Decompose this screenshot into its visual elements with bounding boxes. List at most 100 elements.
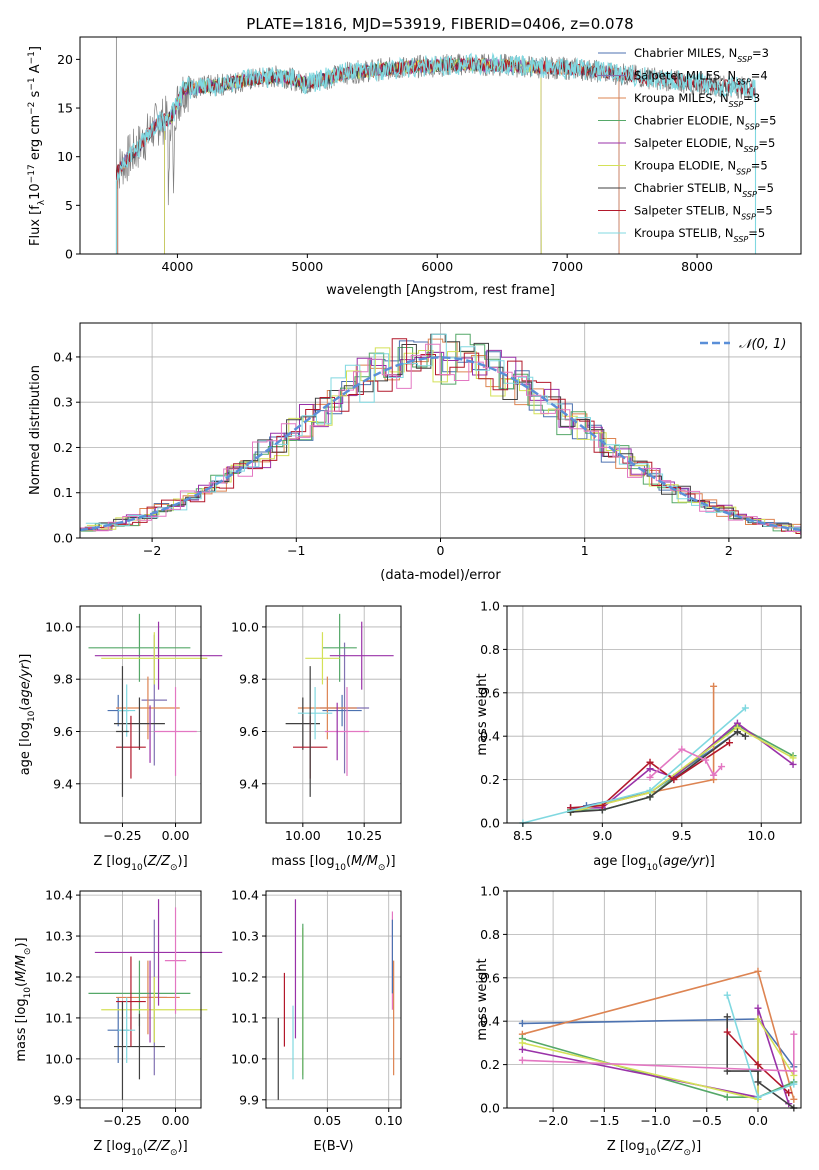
- mass-weight-marker: [646, 786, 654, 794]
- axes-frame: [79, 605, 202, 824]
- axes-frame: [265, 890, 402, 1109]
- y-tick-label: 0.3: [53, 395, 73, 410]
- y-tick-label: 10.4: [231, 888, 259, 903]
- mass-weight-line-7: [522, 707, 746, 824]
- spectrum-panel: 4000 5000 6000 7000 8000 0 5 10 15 20 Chabrier MIL…: [27, 36, 802, 298]
- x-axis-label: mass [log10(M/M⊙)]: [271, 854, 395, 873]
- mass-vs-extinction-panel: 0.05 0.10 9.9 10.0 10.1 10.2 10.3 10.4 E(B-V): [231, 888, 403, 1154]
- legend-label-kroupa-stelib: Kroupa STELIB, NSSP=5: [634, 226, 765, 244]
- mass-weight-marker: [741, 704, 749, 712]
- axes-frame: [506, 605, 802, 824]
- mass-weight-marker: [790, 1030, 798, 1038]
- y-tick-label: 1.0: [480, 884, 500, 899]
- y-axis-label: mass weight: [475, 673, 490, 755]
- x-tick-label: 6000: [421, 259, 453, 274]
- y-tick-label: 9.9: [239, 1092, 259, 1107]
- y-tick-label: 0.4: [480, 1014, 500, 1029]
- x-tick-label: −0.5: [692, 1113, 722, 1128]
- mass-weight-marker: [725, 739, 733, 747]
- model-spectrum-kroupa-stelib-line: [115, 52, 757, 254]
- mass-weight-marker: [702, 756, 710, 764]
- x-axis-label: Z [log10(Z/Z⊙)]: [93, 1139, 187, 1158]
- x-tick-label: 0.0: [748, 1113, 768, 1128]
- y-tick-label: 5: [65, 198, 73, 213]
- x-axis-label: Z [log10(Z/Z⊙)]: [607, 1139, 701, 1158]
- x-tick-label: 5000: [291, 259, 323, 274]
- x-tick-label: 0: [437, 543, 445, 558]
- mass-weight-marker: [723, 1013, 731, 1021]
- y-tick-label: 9.8: [53, 672, 73, 687]
- y-tick-label: 15: [57, 101, 73, 116]
- y-tick-label: 1.0: [480, 599, 500, 614]
- x-axis-label: wavelength [Angstrom, rest frame]: [326, 283, 555, 298]
- mass-weight-marker: [754, 1093, 762, 1101]
- y-tick-label: 9.4: [239, 776, 259, 791]
- mass-weight-marker: [718, 763, 726, 771]
- x-tick-label: 10.00: [285, 828, 321, 843]
- mass-weight-vs-metallicity-panel: −2.0 −1.5 −1.0 −0.5 0.0 0.0 0.2 0.4 0.6 0.8 1.0 Z […: [475, 884, 802, 1158]
- y-tick-label: 10.3: [231, 929, 259, 944]
- legend-label-gaussian: 𝒩(0, 1): [739, 337, 786, 352]
- mass-weight-marker: [790, 1067, 798, 1075]
- x-tick-label: 2: [725, 543, 733, 558]
- mass-weight-marker: [646, 793, 654, 801]
- y-tick-label: 0.1: [53, 485, 73, 500]
- x-tick-label: −0.25: [103, 1113, 141, 1128]
- mass-weight-marker: [518, 1056, 526, 1064]
- mass-vs-metallicity-panel: −0.25 0.00 9.9 10.0 10.1 10.2 10.3 10.4 Z [log10…: [14, 888, 223, 1158]
- mass-weight-marker: [754, 967, 762, 975]
- legend-label-chabrier-stelib: Chabrier STELIB, NSSP=5: [634, 181, 774, 199]
- mass-weight-marker: [733, 728, 741, 736]
- x-tick-label: 4000: [162, 259, 194, 274]
- mass-weight-marker: [754, 1004, 762, 1012]
- mass-weight-marker: [790, 1095, 798, 1103]
- y-tick-label: 9.9: [53, 1092, 73, 1107]
- mass-weight-marker: [789, 754, 797, 762]
- y-tick-label: 0.0: [53, 531, 73, 546]
- mass-weight-marker: [518, 1045, 526, 1053]
- x-tick-label: −1: [287, 543, 305, 558]
- x-tick-label: 10.0: [747, 828, 775, 843]
- y-tick-label: 0.2: [53, 440, 73, 455]
- legend-label-chabrier-elodie: Chabrier ELODIE, NSSP=5: [634, 114, 776, 132]
- y-axis-label: mass weight: [475, 958, 490, 1040]
- y-axis-label: Flux [fλ10−17 erg cm−2 s−1 A−1]: [27, 46, 47, 246]
- mass-weight-marker: [646, 765, 654, 773]
- y-tick-label: 9.6: [239, 724, 259, 739]
- x-tick-label: 8000: [681, 259, 713, 274]
- x-tick-label: 9.0: [592, 828, 612, 843]
- legend-label-chabrier-miles: Chabrier MILES, NSSP=3: [634, 46, 769, 64]
- age-vs-metallicity-panel: −0.25 0.00 9.4 9.6 9.8 10.0 Z [log10(Z/Z⊙)] age…: [18, 605, 223, 873]
- y-tick-label: 0.4: [480, 729, 500, 744]
- x-axis-label: Z [log10(Z/Z⊙)]: [93, 854, 187, 873]
- legend-label-kroupa-elodie: Kroupa ELODIE, NSSP=5: [634, 159, 768, 177]
- mass-weight-marker: [678, 745, 686, 753]
- y-tick-label: 0.6: [480, 970, 500, 985]
- x-axis-label: (data-model)/error: [380, 568, 501, 583]
- axes-frame: [506, 890, 802, 1109]
- x-tick-label: −1.0: [640, 1113, 670, 1128]
- y-tick-label: 10.0: [231, 619, 259, 634]
- legend-label-salpeter-stelib: Salpeter STELIB, NSSP=5: [634, 204, 773, 222]
- residual-histogram-pink: [80, 343, 801, 535]
- axes-frame: [265, 605, 402, 824]
- mass-weight-marker: [723, 1093, 731, 1101]
- mass-weight-marker: [785, 1089, 793, 1097]
- mass-weight-marker: [754, 1015, 762, 1023]
- mass-weight-marker: [754, 1078, 762, 1086]
- y-axis-label: age [log10(age/yr)]: [18, 654, 37, 776]
- mass-weight-marker: [741, 732, 749, 740]
- x-tick-label: 8.5: [513, 828, 533, 843]
- residuals-panel: −2 −1 0 1 2 0.0 0.1 0.2 0.3 0.4 𝒩(0, 1) (data-model…: [28, 322, 802, 583]
- axes-frame: [79, 890, 202, 1109]
- mass-weight-marker: [710, 771, 718, 779]
- y-tick-label: 10.0: [231, 1051, 259, 1066]
- mass-weight-marker: [789, 760, 797, 768]
- mass-weight-marker: [754, 1061, 762, 1069]
- y-tick-label: 0.0: [480, 816, 500, 831]
- y-tick-label: 0.8: [480, 927, 500, 942]
- x-tick-label: −1.5: [589, 1113, 619, 1128]
- x-tick-label: 7000: [551, 259, 583, 274]
- x-tick-label: 9.5: [672, 828, 692, 843]
